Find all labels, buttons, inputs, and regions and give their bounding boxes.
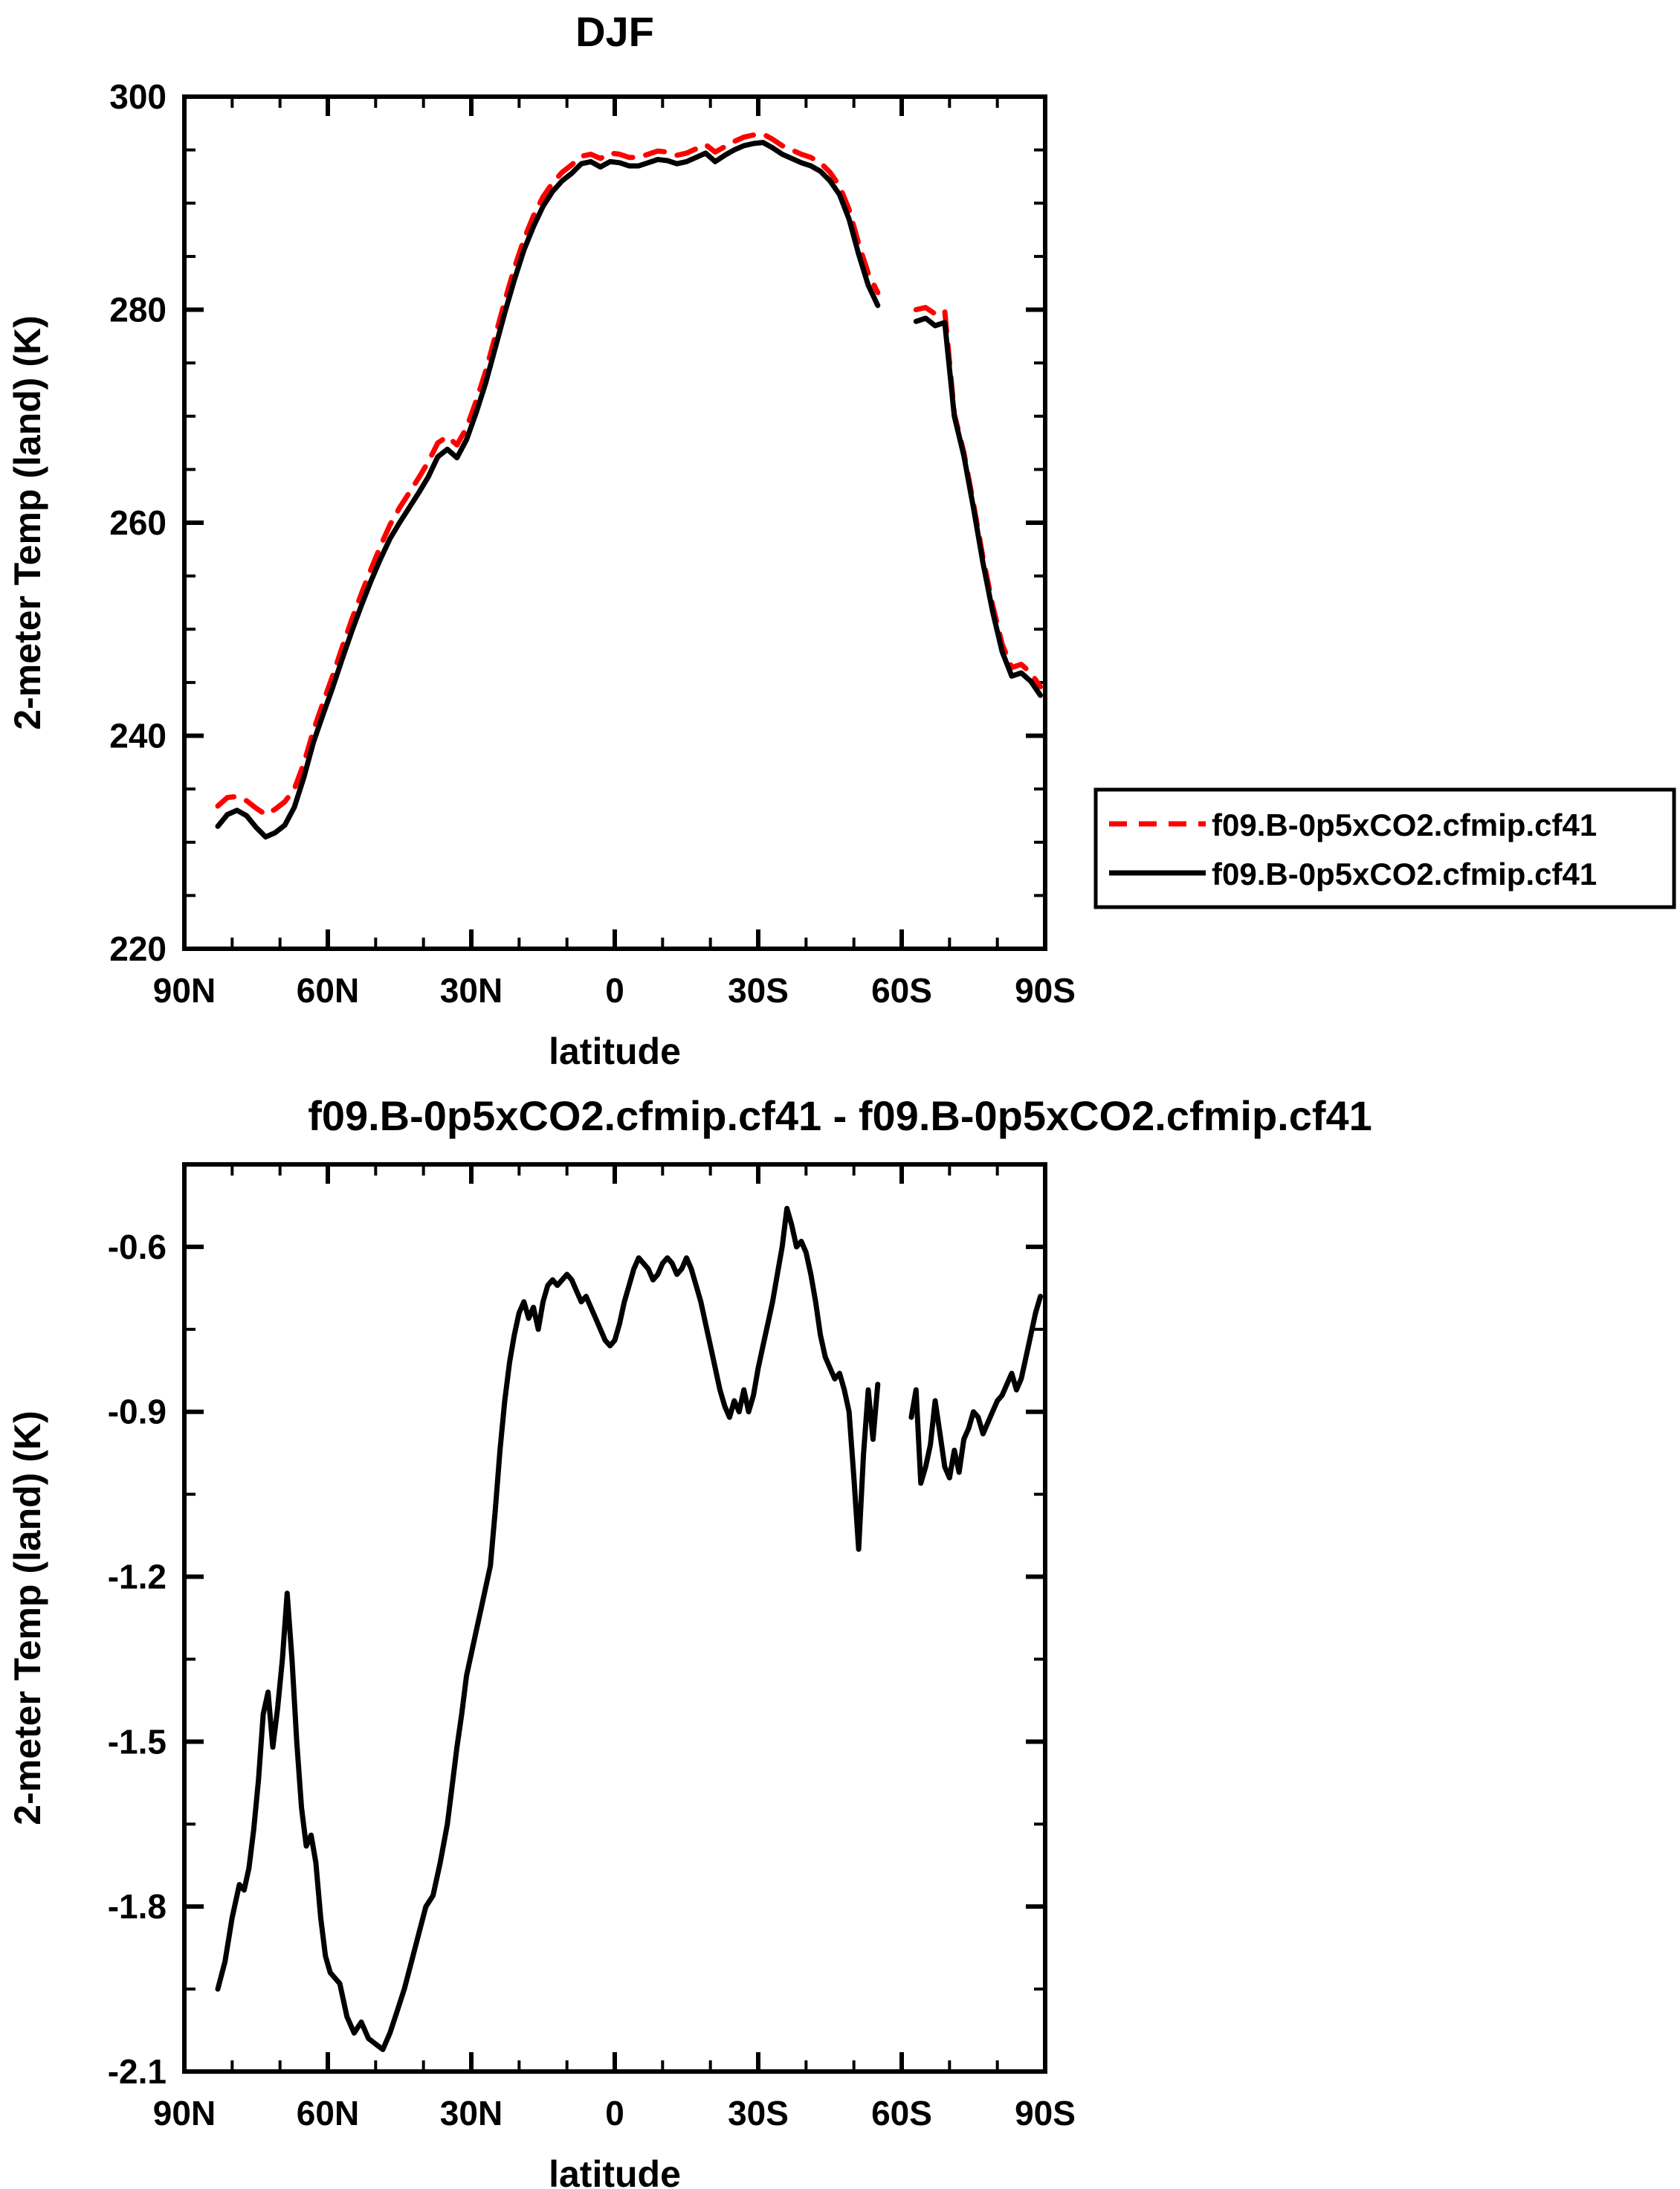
bottom-panel-xtick-label: 0	[605, 2094, 624, 2132]
legend-label-1: f09.B-0p5xCO2.cfmip.cf41	[1212, 857, 1597, 892]
bottom-panel-x-axis-title: latitude	[549, 2153, 681, 2189]
bottom-panel-xtick-label: 60S	[871, 2094, 932, 2132]
top-panel-ytick-label: 280	[109, 291, 167, 329]
top-panel-ytick-label: 300	[109, 77, 167, 116]
bottom-panel-xtick-label: 90N	[153, 2094, 216, 2132]
top-panel-x-axis-title: latitude	[549, 1031, 681, 1072]
page-title: DJF	[575, 8, 654, 55]
top-panel-series-red-dashed	[215, 131, 881, 817]
top-panel-xtick-label: 30N	[440, 971, 503, 1010]
panel-subtitle: f09.B-0p5xCO2.cfmip.cf41 - f09.B-0p5xCO2…	[308, 1092, 1372, 1139]
top-panel-xtick-label: 0	[605, 971, 624, 1010]
legend-box	[1093, 787, 1676, 909]
bottom-panel-xtick-label: 60N	[297, 2094, 359, 2132]
top-panel-series-black-solid	[215, 140, 881, 840]
top-panel-ytick-label: 220	[109, 929, 167, 968]
bottom-panel-ytick-label: -0.9	[108, 1393, 167, 1431]
top-panel-xtick-label: 90S	[1015, 971, 1076, 1010]
top-panel-xtick-label: 60N	[297, 971, 359, 1010]
top-panel-series-black-solid	[913, 315, 1044, 698]
bottom-panel-frame	[182, 1162, 1047, 2074]
bottom-panel-xtick-label: 30N	[440, 2094, 503, 2132]
bottom-panel-xtick-label: 30S	[728, 2094, 789, 2132]
top-panel-y-axis-title: 2-meter Temp (land) (K)	[7, 315, 48, 729]
legend: f09.B-0p5xCO2.cfmip.cf41 f09.B-0p5xCO2.cf…	[1093, 787, 1676, 909]
top-panel-xtick-label: 30S	[728, 971, 789, 1010]
bottom-panel-ytick-label: -2.1	[108, 2052, 167, 2091]
bottom-panel-series-black-solid	[215, 1205, 881, 2052]
bottom-panel-xtick-label: 90S	[1015, 2094, 1076, 2132]
top-panel-frame	[182, 94, 1047, 951]
bottom-panel-series-black-solid	[908, 1294, 1044, 1486]
legend-label-0: f09.B-0p5xCO2.cfmip.cf41	[1212, 807, 1597, 842]
bottom-panel-ytick-label: -1.8	[108, 1887, 167, 1926]
bottom-panel-y-axis-title: 2-meter Temp (land) (K)	[7, 1411, 48, 1825]
top-panel-series-red-dashed	[913, 305, 1044, 690]
top-panel-xtick-label: 60S	[871, 971, 932, 1010]
bottom-panel-ytick-label: -1.5	[108, 1722, 167, 1761]
top-panel-xtick-label: 90N	[153, 971, 216, 1010]
bottom-panel-ytick-label: -0.6	[108, 1228, 167, 1266]
bottom-panel-ytick-label: -1.2	[108, 1558, 167, 1596]
top-panel-ytick-label: 260	[109, 503, 167, 542]
top-panel-ytick-label: 240	[109, 717, 167, 755]
